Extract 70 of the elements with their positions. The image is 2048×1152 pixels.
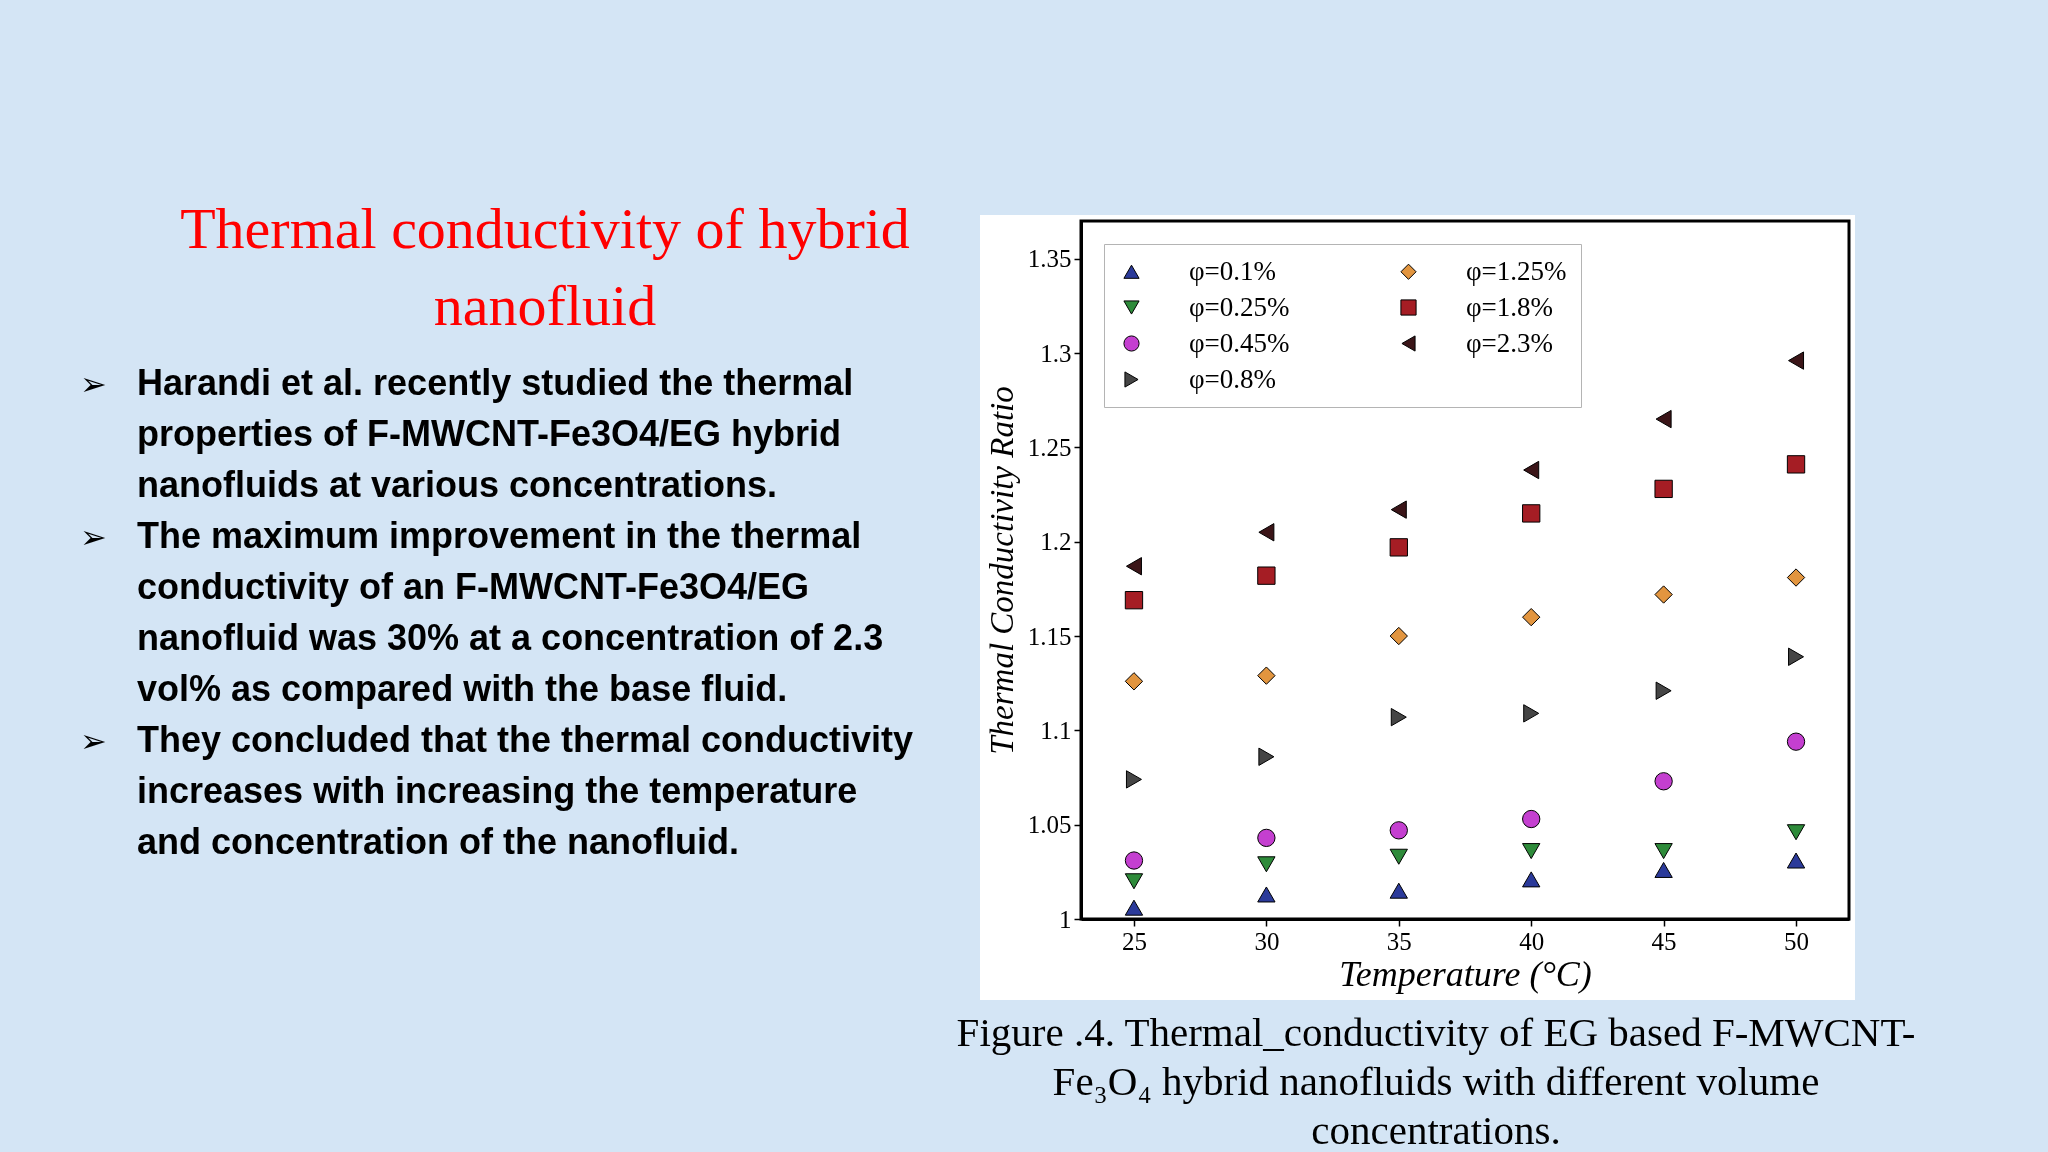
legend-label: φ=0.45% bbox=[1189, 327, 1290, 358]
legend-label: φ=0.1% bbox=[1189, 255, 1277, 286]
x-tick-label: 50 bbox=[1784, 927, 1810, 955]
y-axis-title: Thermal Conductivity Ratio bbox=[983, 386, 1020, 755]
x-axis-title: Temperature (°C) bbox=[1339, 953, 1592, 994]
point bbox=[1257, 666, 1276, 685]
text: Figure .4. Thermal_conductivity of EG based F-MWCNT-Fe₃O₄ hybrid nanofluids with different volume concentrations. bbox=[956, 1009, 1916, 1152]
legend-label: φ=1.8% bbox=[1466, 291, 1554, 322]
point bbox=[1654, 479, 1673, 499]
legend-label: φ=2.3% bbox=[1466, 327, 1554, 358]
point bbox=[1786, 568, 1806, 587]
point bbox=[1125, 770, 1142, 789]
point bbox=[1258, 747, 1275, 766]
point bbox=[1390, 707, 1407, 727]
legend-label: φ=0.25% bbox=[1189, 291, 1290, 322]
point bbox=[1124, 672, 1144, 691]
text: Thermal conductivity of hybrid nanofluid bbox=[180, 196, 910, 338]
y-tick-label: 1.15 bbox=[1027, 622, 1072, 650]
text: ➢ The maximum improvement in the thermal conductivity of an F-MWCNT-Fe3O4/EG nanofluid was 30% at a concentration of 2.3 vol% as compared with the base fluid. bbox=[80, 515, 884, 709]
point bbox=[1655, 681, 1672, 700]
point bbox=[1257, 828, 1276, 848]
point bbox=[1257, 566, 1276, 585]
point bbox=[1522, 608, 1541, 627]
point bbox=[1124, 591, 1144, 610]
point bbox=[1522, 871, 1541, 888]
point bbox=[1390, 500, 1407, 519]
point bbox=[1258, 523, 1275, 542]
point bbox=[1655, 409, 1672, 429]
point bbox=[1125, 557, 1142, 576]
point bbox=[1786, 824, 1806, 841]
point bbox=[1124, 873, 1144, 890]
point bbox=[1389, 626, 1408, 646]
point bbox=[1788, 647, 1805, 666]
point bbox=[1654, 772, 1673, 791]
point bbox=[1522, 504, 1541, 523]
y-tick-label: 1.35 bbox=[1027, 245, 1072, 273]
point bbox=[1654, 585, 1673, 604]
point bbox=[1257, 856, 1276, 873]
point bbox=[1389, 848, 1408, 865]
point bbox=[1389, 882, 1408, 899]
y-tick-label: 1.2 bbox=[1040, 528, 1072, 556]
x-tick-label: 25 bbox=[1121, 927, 1147, 955]
y-tick-label: 1 bbox=[1059, 905, 1072, 933]
point bbox=[1522, 809, 1541, 829]
point bbox=[1786, 455, 1806, 474]
point bbox=[1654, 843, 1673, 860]
y-tick-label: 1.05 bbox=[1027, 811, 1072, 839]
point bbox=[1522, 843, 1541, 860]
point bbox=[1389, 821, 1408, 840]
y-tick-label: 1.25 bbox=[1027, 433, 1072, 461]
point bbox=[1654, 861, 1673, 878]
point bbox=[1523, 460, 1540, 480]
legend-label: φ=1.25% bbox=[1466, 255, 1567, 286]
point bbox=[1124, 851, 1144, 870]
text: ➢ Harandi et al. recently studied the thermal properties of F-MWCNT-Fe3O4/EG hybrid nanofluids at various concentrations. bbox=[80, 362, 854, 505]
point bbox=[1523, 704, 1540, 723]
point bbox=[1257, 886, 1276, 903]
point bbox=[1786, 852, 1806, 869]
point bbox=[1389, 538, 1408, 557]
y-tick-label: 1.3 bbox=[1040, 339, 1072, 367]
x-tick-label: 40 bbox=[1519, 927, 1545, 955]
x-tick-label: 30 bbox=[1254, 927, 1280, 955]
legend-label: φ=0.8% bbox=[1189, 363, 1277, 394]
point bbox=[1788, 351, 1805, 370]
x-tick-label: 45 bbox=[1651, 927, 1677, 955]
point bbox=[1786, 732, 1806, 751]
x-tick-label: 35 bbox=[1386, 927, 1412, 955]
point bbox=[1124, 899, 1144, 916]
text: ➢ They concluded that the thermal conductivity increases with increasing the temperature and concentration of the nanofluid. bbox=[80, 719, 914, 862]
y-tick-label: 1.1 bbox=[1040, 716, 1072, 744]
